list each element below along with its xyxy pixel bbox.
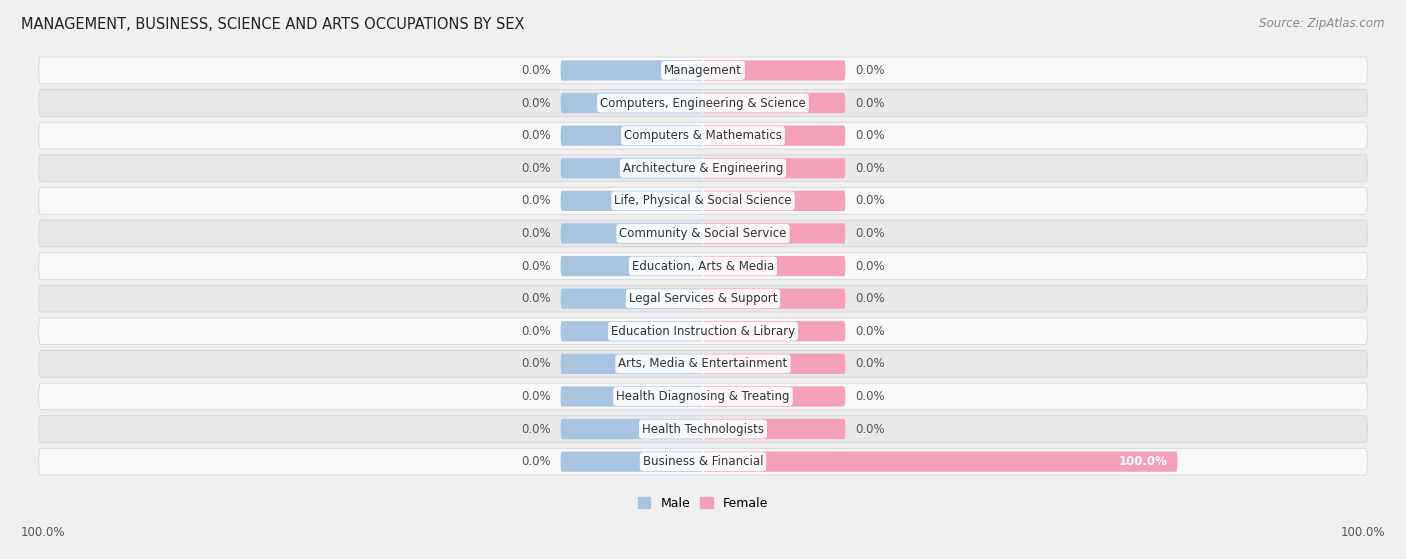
FancyBboxPatch shape	[703, 288, 845, 309]
FancyBboxPatch shape	[561, 288, 703, 309]
Text: 0.0%: 0.0%	[855, 325, 884, 338]
FancyBboxPatch shape	[39, 318, 1367, 345]
FancyBboxPatch shape	[39, 122, 1367, 149]
FancyBboxPatch shape	[39, 57, 1367, 84]
Text: Management: Management	[664, 64, 742, 77]
FancyBboxPatch shape	[39, 285, 1367, 312]
FancyBboxPatch shape	[39, 220, 1367, 247]
Text: 0.0%: 0.0%	[522, 162, 551, 175]
Text: Source: ZipAtlas.com: Source: ZipAtlas.com	[1260, 17, 1385, 30]
Text: 0.0%: 0.0%	[522, 129, 551, 142]
FancyBboxPatch shape	[39, 448, 1367, 475]
FancyBboxPatch shape	[39, 155, 1367, 182]
FancyBboxPatch shape	[703, 126, 845, 146]
Text: 0.0%: 0.0%	[855, 162, 884, 175]
FancyBboxPatch shape	[703, 256, 845, 276]
Text: Life, Physical & Social Science: Life, Physical & Social Science	[614, 195, 792, 207]
FancyBboxPatch shape	[39, 187, 1367, 214]
FancyBboxPatch shape	[561, 321, 703, 342]
Text: Computers & Mathematics: Computers & Mathematics	[624, 129, 782, 142]
FancyBboxPatch shape	[703, 452, 1177, 472]
Text: Education, Arts & Media: Education, Arts & Media	[631, 259, 775, 273]
FancyBboxPatch shape	[703, 93, 845, 113]
Text: 0.0%: 0.0%	[522, 423, 551, 435]
FancyBboxPatch shape	[39, 383, 1367, 410]
Text: 0.0%: 0.0%	[855, 292, 884, 305]
Text: Health Diagnosing & Treating: Health Diagnosing & Treating	[616, 390, 790, 403]
Text: Architecture & Engineering: Architecture & Engineering	[623, 162, 783, 175]
Text: 0.0%: 0.0%	[522, 227, 551, 240]
FancyBboxPatch shape	[703, 419, 845, 439]
FancyBboxPatch shape	[561, 93, 703, 113]
Text: 0.0%: 0.0%	[855, 64, 884, 77]
FancyBboxPatch shape	[703, 224, 845, 244]
FancyBboxPatch shape	[561, 452, 703, 472]
Text: Education Instruction & Library: Education Instruction & Library	[612, 325, 794, 338]
FancyBboxPatch shape	[561, 256, 703, 276]
FancyBboxPatch shape	[561, 354, 703, 374]
FancyBboxPatch shape	[561, 191, 703, 211]
FancyBboxPatch shape	[561, 224, 703, 244]
FancyBboxPatch shape	[561, 60, 703, 80]
Text: Health Technologists: Health Technologists	[643, 423, 763, 435]
Text: MANAGEMENT, BUSINESS, SCIENCE AND ARTS OCCUPATIONS BY SEX: MANAGEMENT, BUSINESS, SCIENCE AND ARTS O…	[21, 17, 524, 32]
FancyBboxPatch shape	[39, 416, 1367, 442]
FancyBboxPatch shape	[561, 158, 703, 178]
Text: 0.0%: 0.0%	[522, 325, 551, 338]
Text: Computers, Engineering & Science: Computers, Engineering & Science	[600, 97, 806, 110]
Text: 0.0%: 0.0%	[855, 129, 884, 142]
Text: Legal Services & Support: Legal Services & Support	[628, 292, 778, 305]
Text: 100.0%: 100.0%	[1340, 527, 1385, 539]
Text: 0.0%: 0.0%	[522, 97, 551, 110]
Legend: Male, Female: Male, Female	[638, 497, 768, 510]
Text: 0.0%: 0.0%	[855, 227, 884, 240]
FancyBboxPatch shape	[703, 386, 845, 406]
Text: 100.0%: 100.0%	[21, 527, 66, 539]
FancyBboxPatch shape	[703, 60, 845, 80]
FancyBboxPatch shape	[703, 158, 845, 178]
FancyBboxPatch shape	[703, 321, 845, 342]
Text: 0.0%: 0.0%	[855, 423, 884, 435]
FancyBboxPatch shape	[39, 253, 1367, 280]
FancyBboxPatch shape	[39, 350, 1367, 377]
Text: Arts, Media & Entertainment: Arts, Media & Entertainment	[619, 357, 787, 371]
Text: 0.0%: 0.0%	[855, 259, 884, 273]
Text: 0.0%: 0.0%	[522, 195, 551, 207]
Text: 0.0%: 0.0%	[855, 97, 884, 110]
Text: 0.0%: 0.0%	[855, 195, 884, 207]
Text: 0.0%: 0.0%	[855, 390, 884, 403]
FancyBboxPatch shape	[703, 354, 845, 374]
FancyBboxPatch shape	[561, 126, 703, 146]
Text: 0.0%: 0.0%	[522, 390, 551, 403]
Text: 0.0%: 0.0%	[855, 357, 884, 371]
FancyBboxPatch shape	[703, 191, 845, 211]
Text: 0.0%: 0.0%	[522, 64, 551, 77]
FancyBboxPatch shape	[561, 386, 703, 406]
Text: 0.0%: 0.0%	[522, 259, 551, 273]
FancyBboxPatch shape	[39, 89, 1367, 116]
Text: 0.0%: 0.0%	[522, 455, 551, 468]
Text: 100.0%: 100.0%	[1119, 455, 1168, 468]
FancyBboxPatch shape	[561, 419, 703, 439]
Text: Community & Social Service: Community & Social Service	[619, 227, 787, 240]
Text: 0.0%: 0.0%	[522, 357, 551, 371]
Text: 0.0%: 0.0%	[522, 292, 551, 305]
Text: Business & Financial: Business & Financial	[643, 455, 763, 468]
